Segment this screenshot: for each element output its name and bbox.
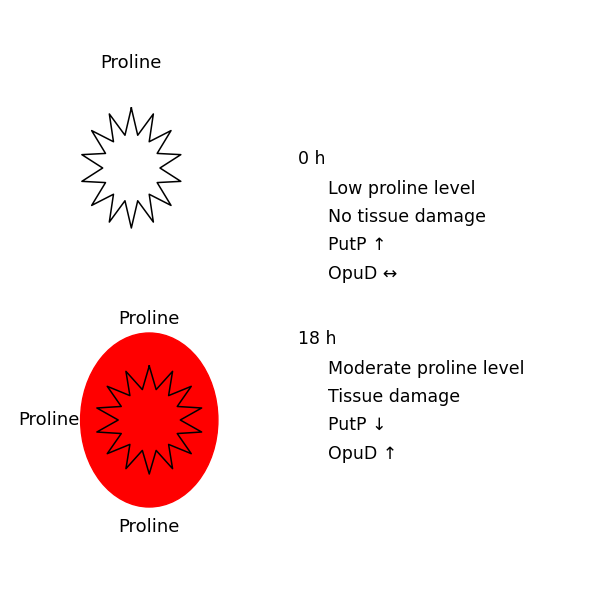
Text: OpuD ↔: OpuD ↔ (328, 265, 398, 283)
Text: 18 h: 18 h (298, 330, 337, 348)
Text: PutP ↓: PutP ↓ (328, 416, 387, 434)
Text: Tissue damage: Tissue damage (328, 388, 460, 406)
Text: OpuD ↑: OpuD ↑ (328, 445, 398, 463)
Text: No tissue damage: No tissue damage (328, 208, 487, 226)
Text: Low proline level: Low proline level (328, 180, 476, 198)
Text: Proline: Proline (18, 411, 79, 429)
Ellipse shape (81, 333, 218, 507)
Text: Moderate proline level: Moderate proline level (328, 360, 525, 378)
Text: PutP ↑: PutP ↑ (328, 236, 387, 254)
Text: Proline: Proline (119, 310, 180, 328)
Text: Proline: Proline (119, 518, 180, 536)
Text: 0 h: 0 h (298, 150, 326, 168)
Text: Proline: Proline (101, 54, 162, 72)
